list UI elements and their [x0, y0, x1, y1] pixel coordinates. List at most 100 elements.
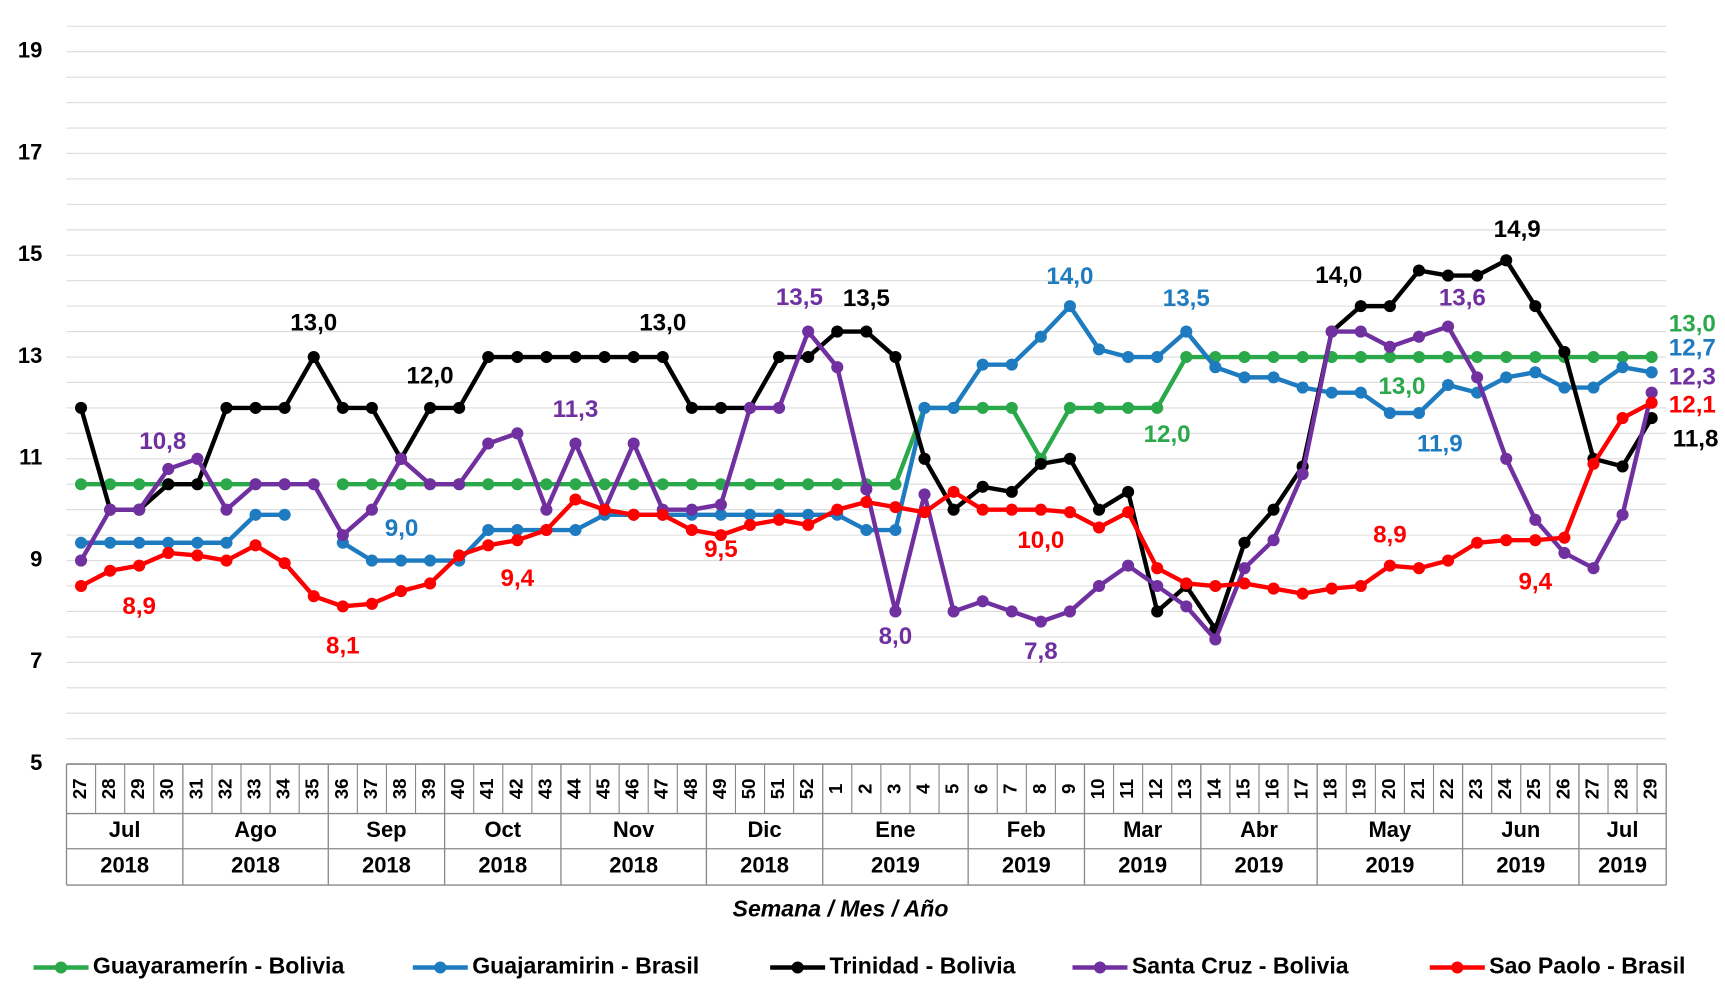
data-label: 13,0 — [290, 309, 337, 336]
month-label: Jun — [1501, 817, 1540, 842]
series-marker — [1180, 577, 1192, 589]
series-marker — [540, 351, 552, 363]
series-marker — [657, 478, 669, 490]
year-label: 2019 — [1598, 853, 1647, 878]
x-tick-label: 28 — [98, 778, 119, 799]
series-marker — [104, 504, 116, 516]
x-tick-label: 52 — [796, 778, 817, 799]
series-marker — [424, 478, 436, 490]
series-marker — [1500, 534, 1512, 546]
series-marker — [860, 496, 872, 508]
series-marker — [715, 499, 727, 511]
series-marker — [1180, 600, 1192, 612]
x-tick-label: 22 — [1436, 778, 1457, 799]
series-marker — [1267, 371, 1279, 383]
x-tick-label: 37 — [360, 778, 381, 799]
legend-label: Guayaramerín - Bolivia — [93, 953, 345, 979]
series-marker — [1064, 605, 1076, 617]
series-marker — [1500, 371, 1512, 383]
series-marker — [1617, 460, 1629, 472]
series-marker — [1617, 509, 1629, 521]
series-marker — [250, 539, 262, 551]
chart: Semana / Mes / Año 579111315171927282930… — [0, 0, 1725, 984]
x-tick-label: 48 — [680, 778, 701, 799]
series-marker — [191, 478, 203, 490]
x-tick-label: 44 — [563, 778, 584, 799]
series-marker — [220, 555, 232, 567]
x-tick-label: 14 — [1203, 778, 1224, 799]
x-tick-label: 30 — [156, 778, 177, 799]
series-marker — [1238, 351, 1250, 363]
series-marker — [424, 402, 436, 414]
series-marker — [1500, 254, 1512, 266]
series-marker — [1006, 359, 1018, 371]
month-label: Ago — [234, 817, 277, 842]
legend-label: Sao Paolo - Brasil — [1489, 953, 1685, 979]
series-marker — [1558, 346, 1570, 358]
data-label: 8,9 — [122, 593, 156, 620]
series-marker — [279, 557, 291, 569]
series-marker — [191, 453, 203, 465]
series-marker — [802, 326, 814, 338]
data-label: 9,0 — [385, 515, 419, 542]
series-marker — [1151, 580, 1163, 592]
series-marker — [831, 326, 843, 338]
month-label: May — [1369, 817, 1413, 842]
series-marker — [1297, 468, 1309, 480]
series-marker — [1471, 537, 1483, 549]
series-marker — [628, 478, 640, 490]
series-marker — [1006, 504, 1018, 516]
series-marker — [599, 478, 611, 490]
series-marker — [1151, 402, 1163, 414]
x-tick-label: 47 — [651, 778, 672, 799]
series-marker — [686, 402, 698, 414]
series-marker — [511, 351, 523, 363]
series-marker — [453, 478, 465, 490]
series-marker — [511, 534, 523, 546]
series-marker — [1384, 300, 1396, 312]
data-label: 12,3 — [1669, 364, 1716, 391]
x-tick-label: 11 — [1116, 779, 1137, 799]
series-marker — [860, 483, 872, 495]
series-marker — [337, 402, 349, 414]
data-label: 14,0 — [1315, 262, 1362, 289]
series-marker — [1035, 331, 1047, 343]
month-label: Dic — [747, 817, 781, 842]
x-tick-label: 27 — [69, 778, 90, 799]
series-marker — [482, 437, 494, 449]
x-tick-label: 6 — [971, 784, 992, 794]
series-marker — [1529, 366, 1541, 378]
series-marker — [1471, 270, 1483, 282]
data-label: 11,9 — [1417, 430, 1463, 457]
series-marker — [889, 524, 901, 536]
series-marker — [1413, 351, 1425, 363]
series-marker — [395, 555, 407, 567]
data-label: 10,8 — [139, 428, 186, 455]
series-marker — [977, 402, 989, 414]
x-tick-label: 38 — [389, 778, 410, 799]
series-marker — [773, 351, 785, 363]
series-marker — [569, 493, 581, 505]
series-marker — [424, 555, 436, 567]
series-marker — [424, 577, 436, 589]
series-marker — [569, 437, 581, 449]
series-marker — [220, 537, 232, 549]
series-marker — [511, 478, 523, 490]
series-marker — [1238, 371, 1250, 383]
series-marker — [1413, 562, 1425, 574]
series-marker — [889, 351, 901, 363]
series-marker — [1442, 320, 1454, 332]
series-marker — [948, 504, 960, 516]
series-marker — [1209, 633, 1221, 645]
data-label: 13,5 — [776, 284, 823, 311]
year-label: 2019 — [1118, 853, 1167, 878]
series-marker — [1180, 351, 1192, 363]
series-marker — [1529, 534, 1541, 546]
x-tick-label: 51 — [767, 778, 788, 799]
series-marker — [482, 539, 494, 551]
data-label: 10,0 — [1017, 527, 1064, 554]
series-marker — [860, 524, 872, 536]
series-marker — [1267, 504, 1279, 516]
series-marker — [279, 509, 291, 521]
x-tick-label: 26 — [1552, 778, 1573, 799]
